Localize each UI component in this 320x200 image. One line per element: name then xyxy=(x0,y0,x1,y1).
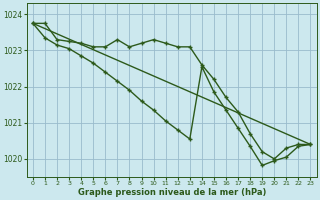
X-axis label: Graphe pression niveau de la mer (hPa): Graphe pression niveau de la mer (hPa) xyxy=(77,188,266,197)
